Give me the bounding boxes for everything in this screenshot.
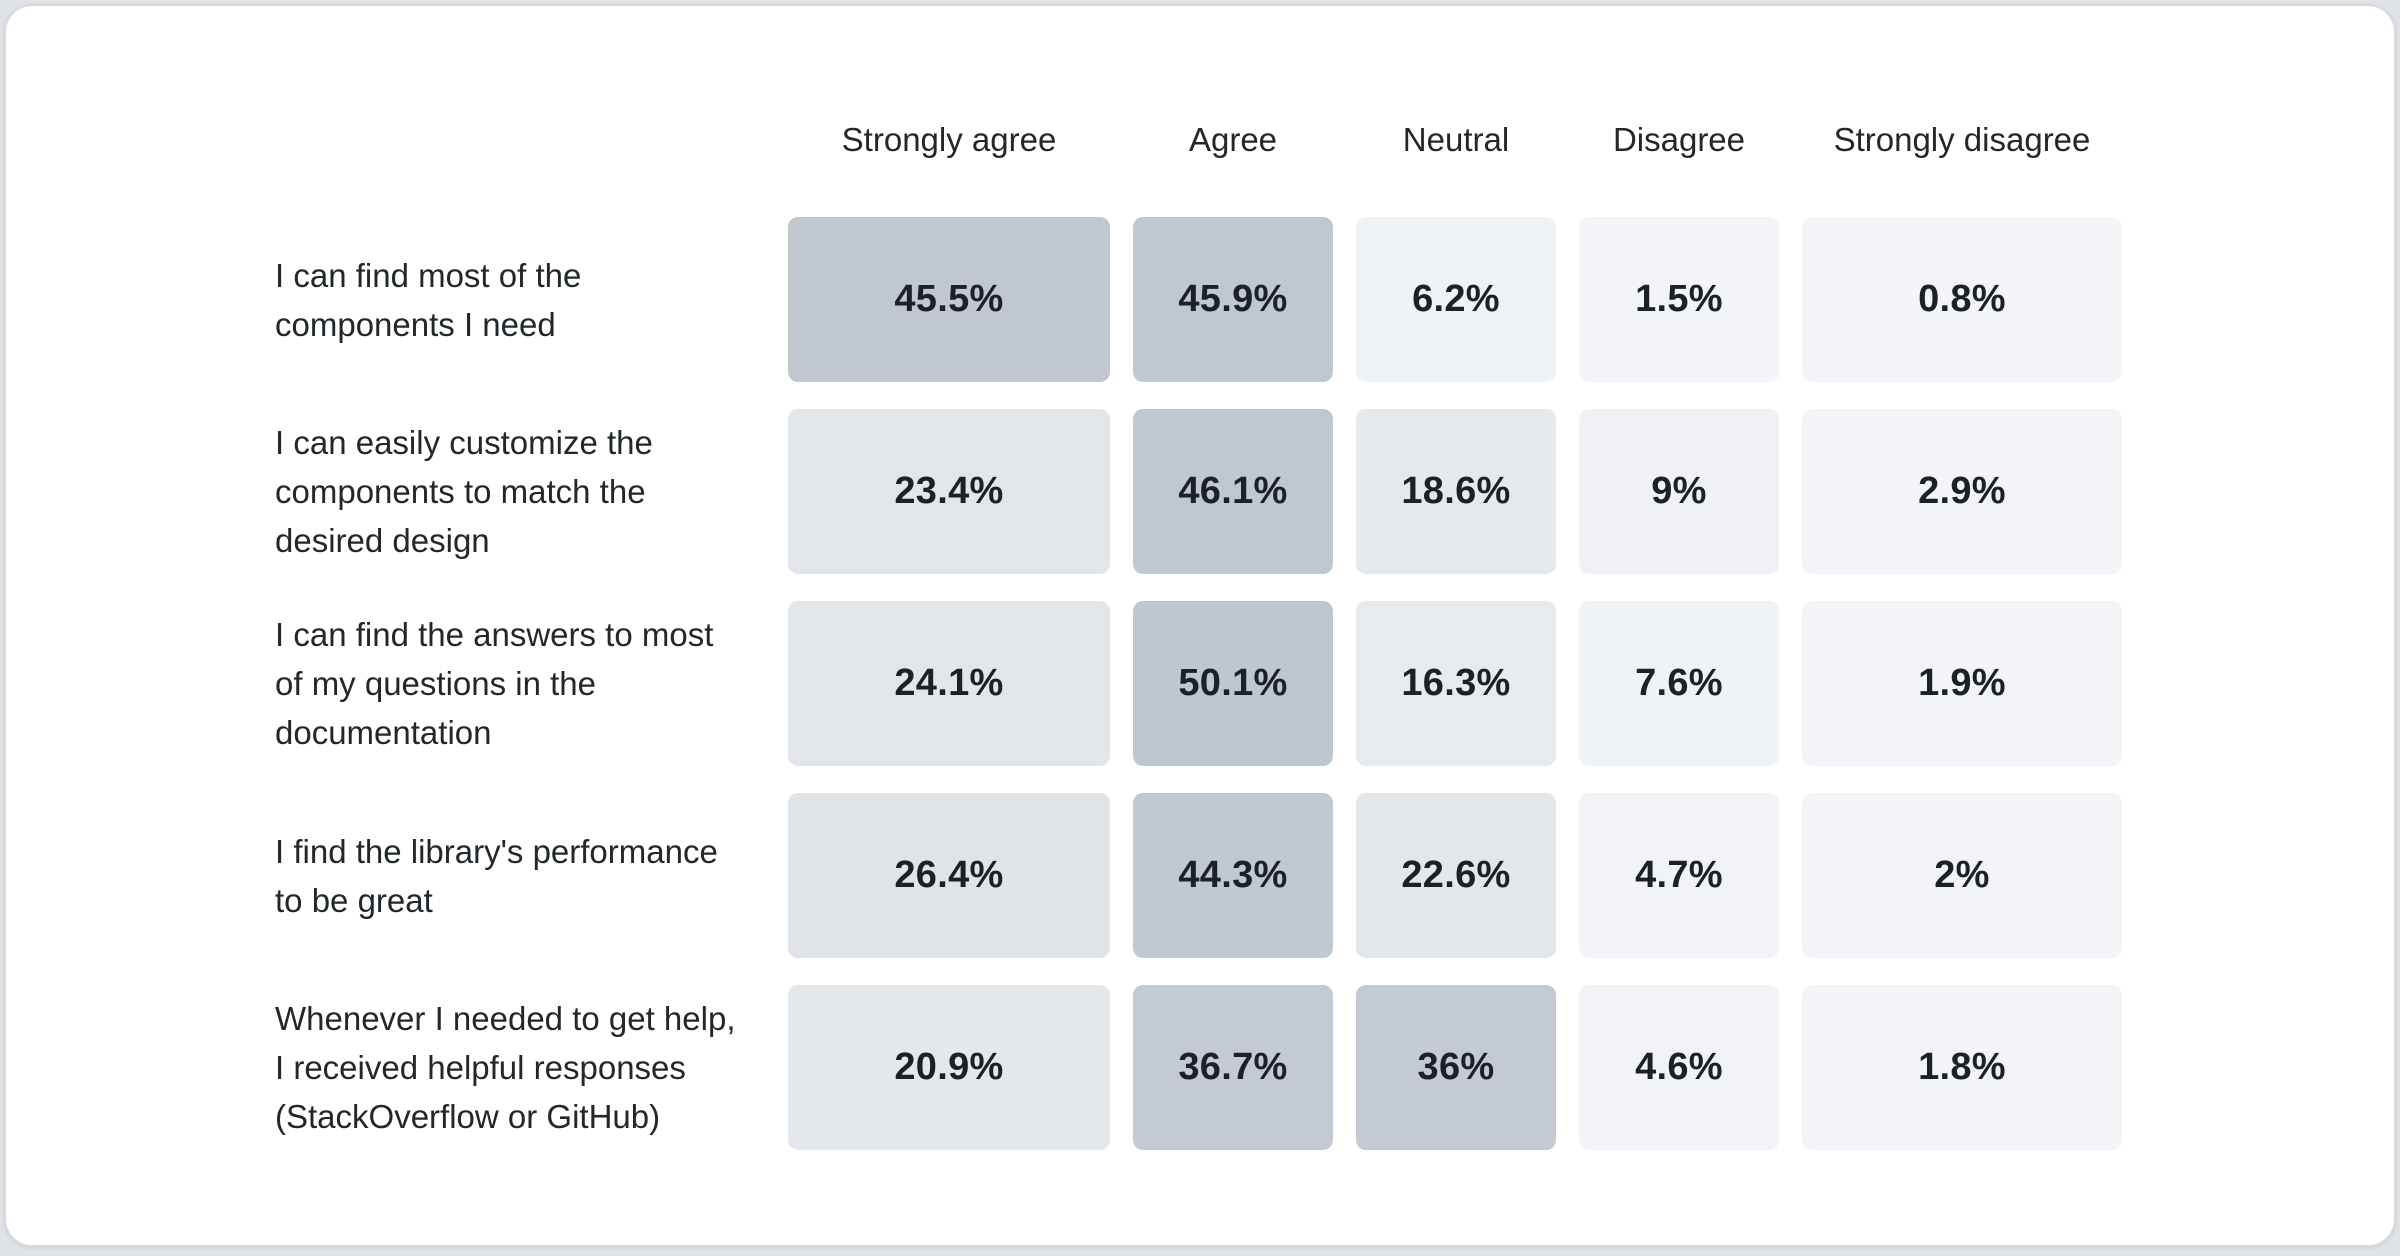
column-header: Disagree xyxy=(1612,121,1746,158)
heatmap-cell: 46.1% xyxy=(1133,409,1333,574)
heatmap-cell: 1.5% xyxy=(1579,217,1779,382)
heatmap-grid: I can find most of the components I need… xyxy=(275,217,2122,1150)
column-header: Strongly disagree xyxy=(1833,121,2091,158)
heatmap-cell: 4.7% xyxy=(1579,793,1779,958)
heatmap-cell: 6.2% xyxy=(1356,217,1556,382)
heatmap-cell: 1.9% xyxy=(1802,601,2122,766)
column-headers-row: Strongly agree Agree Neutral Disagree Strong… xyxy=(275,118,2122,162)
row-label: I find the library's performance to be g… xyxy=(275,832,718,919)
heatmap-cell: 36% xyxy=(1356,985,1556,1150)
heatmap-cell: 4.6% xyxy=(1579,985,1779,1150)
heatmap-cell: 16.3% xyxy=(1356,601,1556,766)
heatmap-cell: 18.6% xyxy=(1356,409,1556,574)
column-header: Agree xyxy=(1188,121,1278,158)
survey-results-card: Strongly agree Agree Neutral Disagree Strong… xyxy=(4,4,2396,1247)
heatmap-cell: 20.9% xyxy=(788,985,1110,1150)
heatmap-cell: 2.9% xyxy=(1802,409,2122,574)
heatmap-cell: 24.1% xyxy=(788,601,1110,766)
heatmap-cell: 9% xyxy=(1579,409,1779,574)
heatmap-cell: 2% xyxy=(1802,793,2122,958)
column-header: Neutral xyxy=(1402,121,1510,158)
heatmap-cell: 44.3% xyxy=(1133,793,1333,958)
row-label: I can find most of the components I need xyxy=(275,256,582,343)
heatmap-cell: 45.5% xyxy=(788,217,1110,382)
row-label: I can find the answers to most of my que… xyxy=(275,616,714,751)
heatmap-cell: 22.6% xyxy=(1356,793,1556,958)
heatmap-cell: 0.8% xyxy=(1802,217,2122,382)
heatmap-cell: 1.8% xyxy=(1802,985,2122,1150)
column-header: Strongly agree xyxy=(841,121,1057,158)
heatmap-cell: 45.9% xyxy=(1133,217,1333,382)
heatmap-cell: 36.7% xyxy=(1133,985,1333,1150)
heatmap-cell: 26.4% xyxy=(788,793,1110,958)
heatmap-cell: 23.4% xyxy=(788,409,1110,574)
row-label: Whenever I needed to get help, I receive… xyxy=(275,1000,736,1135)
heatmap-cell: 50.1% xyxy=(1133,601,1333,766)
row-label: I can easily customize the components to… xyxy=(275,424,653,559)
heatmap-cell: 7.6% xyxy=(1579,601,1779,766)
